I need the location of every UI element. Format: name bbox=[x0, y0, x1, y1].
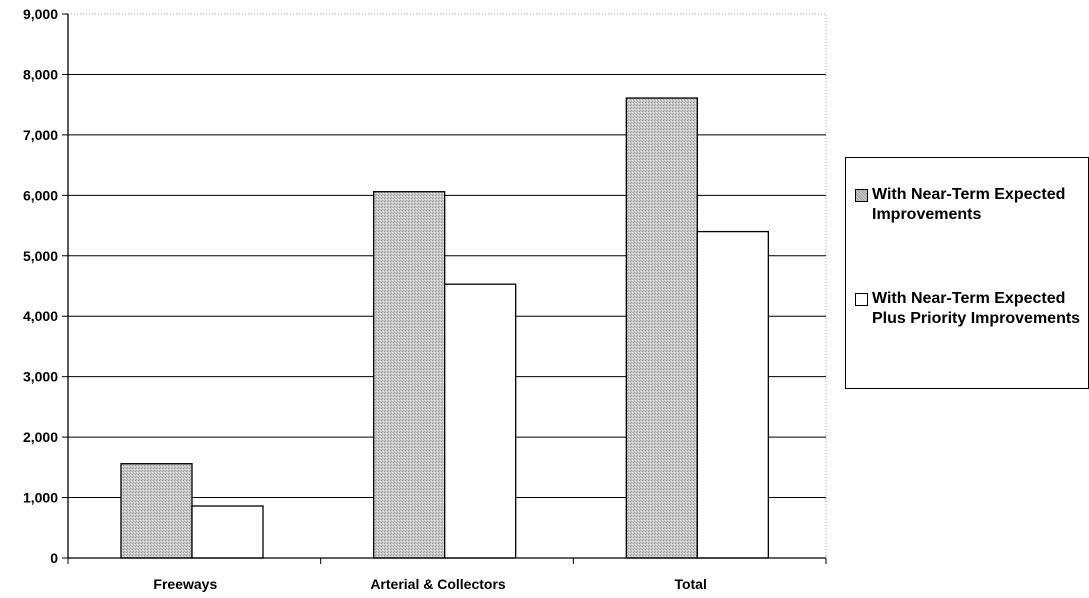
bar-series-2 bbox=[696, 230, 769, 559]
legend: With Near-Term Expected Improvements Wit… bbox=[845, 157, 1089, 389]
bar-series-2 bbox=[444, 283, 517, 559]
bar-series-1 bbox=[625, 97, 698, 559]
y-tick-label: 1,000 bbox=[23, 490, 58, 506]
x-axis-labels: Freeways Arterial & Collectors Total bbox=[153, 576, 706, 592]
legend-label-series-1: With Near-Term Expected Improvements bbox=[872, 186, 1066, 223]
bar-series-1 bbox=[120, 463, 193, 559]
bar-series-2 bbox=[191, 505, 264, 559]
legend-item-series-2: With Near-Term Expected Plus Priority Im… bbox=[855, 289, 1089, 329]
bar-chart: 0 1,000 2,000 3,000 4,000 5,000 6,000 7,000 8,00… bbox=[23, 6, 827, 592]
y-tick-label: 0 bbox=[50, 550, 58, 566]
x-category-label: Total bbox=[674, 576, 706, 592]
y-tick-label: 7,000 bbox=[23, 127, 58, 143]
legend-swatch-series-2 bbox=[855, 293, 868, 306]
y-tick-label: 5,000 bbox=[23, 248, 58, 264]
y-tick-label: 9,000 bbox=[23, 6, 58, 22]
axes bbox=[67, 14, 827, 564]
y-tick-label: 3,000 bbox=[23, 369, 58, 385]
bar-series-1 bbox=[373, 191, 446, 559]
legend-label-series-2: With Near-Term Expected Plus Priority Im… bbox=[872, 290, 1081, 327]
y-tick-label: 6,000 bbox=[23, 187, 58, 203]
y-tick-label: 8,000 bbox=[23, 66, 58, 82]
legend-item-series-1: With Near-Term Expected Improvements bbox=[855, 185, 1089, 225]
y-tick-label: 4,000 bbox=[23, 308, 58, 324]
legend-swatch-series-1 bbox=[855, 189, 868, 202]
y-tick-label: 2,000 bbox=[23, 429, 58, 445]
x-category-label: Arterial & Collectors bbox=[370, 576, 506, 592]
x-category-label: Freeways bbox=[153, 576, 217, 592]
bars bbox=[120, 97, 769, 559]
y-axis-ticks: 0 1,000 2,000 3,000 4,000 5,000 6,000 7,000 8,00… bbox=[23, 6, 68, 566]
